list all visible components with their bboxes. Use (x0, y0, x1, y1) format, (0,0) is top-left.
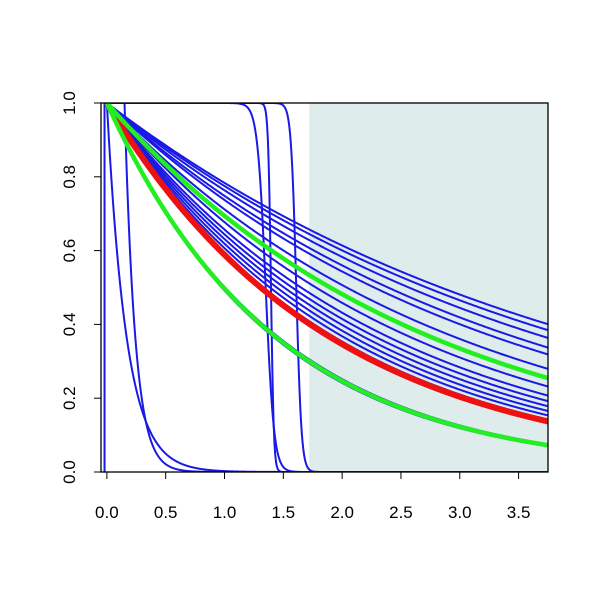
x-tick-label: 3.0 (448, 503, 472, 522)
blue-series-line-11 (106, 103, 548, 417)
blue-series-line-4 (106, 103, 548, 356)
blue-series-line-15 (105, 103, 548, 472)
red-series-line-21 (104, 103, 548, 425)
green-series-line-22 (105, 103, 548, 381)
blue-series-line-16 (106, 103, 548, 472)
x-tick-label: 1.5 (272, 503, 296, 522)
blue-series-line-2 (106, 103, 548, 339)
y-tick-label: 0.0 (60, 460, 79, 484)
y-tick-label: 0.4 (60, 313, 79, 337)
blue-series-line-9 (106, 103, 548, 408)
blue-series-line-0 (106, 103, 548, 326)
blue-series-line-3 (106, 103, 548, 349)
x-tick-label: 1.0 (213, 503, 237, 522)
x-axis: 0.0 0.5 1.0 1.5 2.0 2.5 3.0 3.5 (95, 471, 531, 522)
x-tick-label: 3.5 (507, 503, 531, 522)
y-axis: 0.0 0.2 0.4 0.6 0.8 1.0 (60, 91, 102, 484)
y-tick-label: 0.2 (60, 386, 79, 410)
x-tick-label: 2.0 (330, 503, 354, 522)
series-lines (103, 103, 548, 472)
y-tick-label: 0.8 (60, 165, 79, 189)
y-tick-label: 1.0 (60, 91, 79, 115)
y-tick-label: 0.6 (60, 239, 79, 263)
blue-series-line-6 (106, 103, 548, 388)
blue-series-line-8 (106, 103, 548, 403)
green-series-line-23 (104, 103, 548, 448)
blue-series-line-1 (106, 103, 548, 332)
blue-series-line-5 (106, 103, 548, 370)
x-tick-label: 2.5 (389, 503, 413, 522)
x-tick-label: 0.5 (154, 503, 178, 522)
x-tick-label: 0.0 (95, 503, 119, 522)
blue-series-line-7 (106, 103, 548, 397)
blue-series-line-10 (106, 103, 548, 412)
